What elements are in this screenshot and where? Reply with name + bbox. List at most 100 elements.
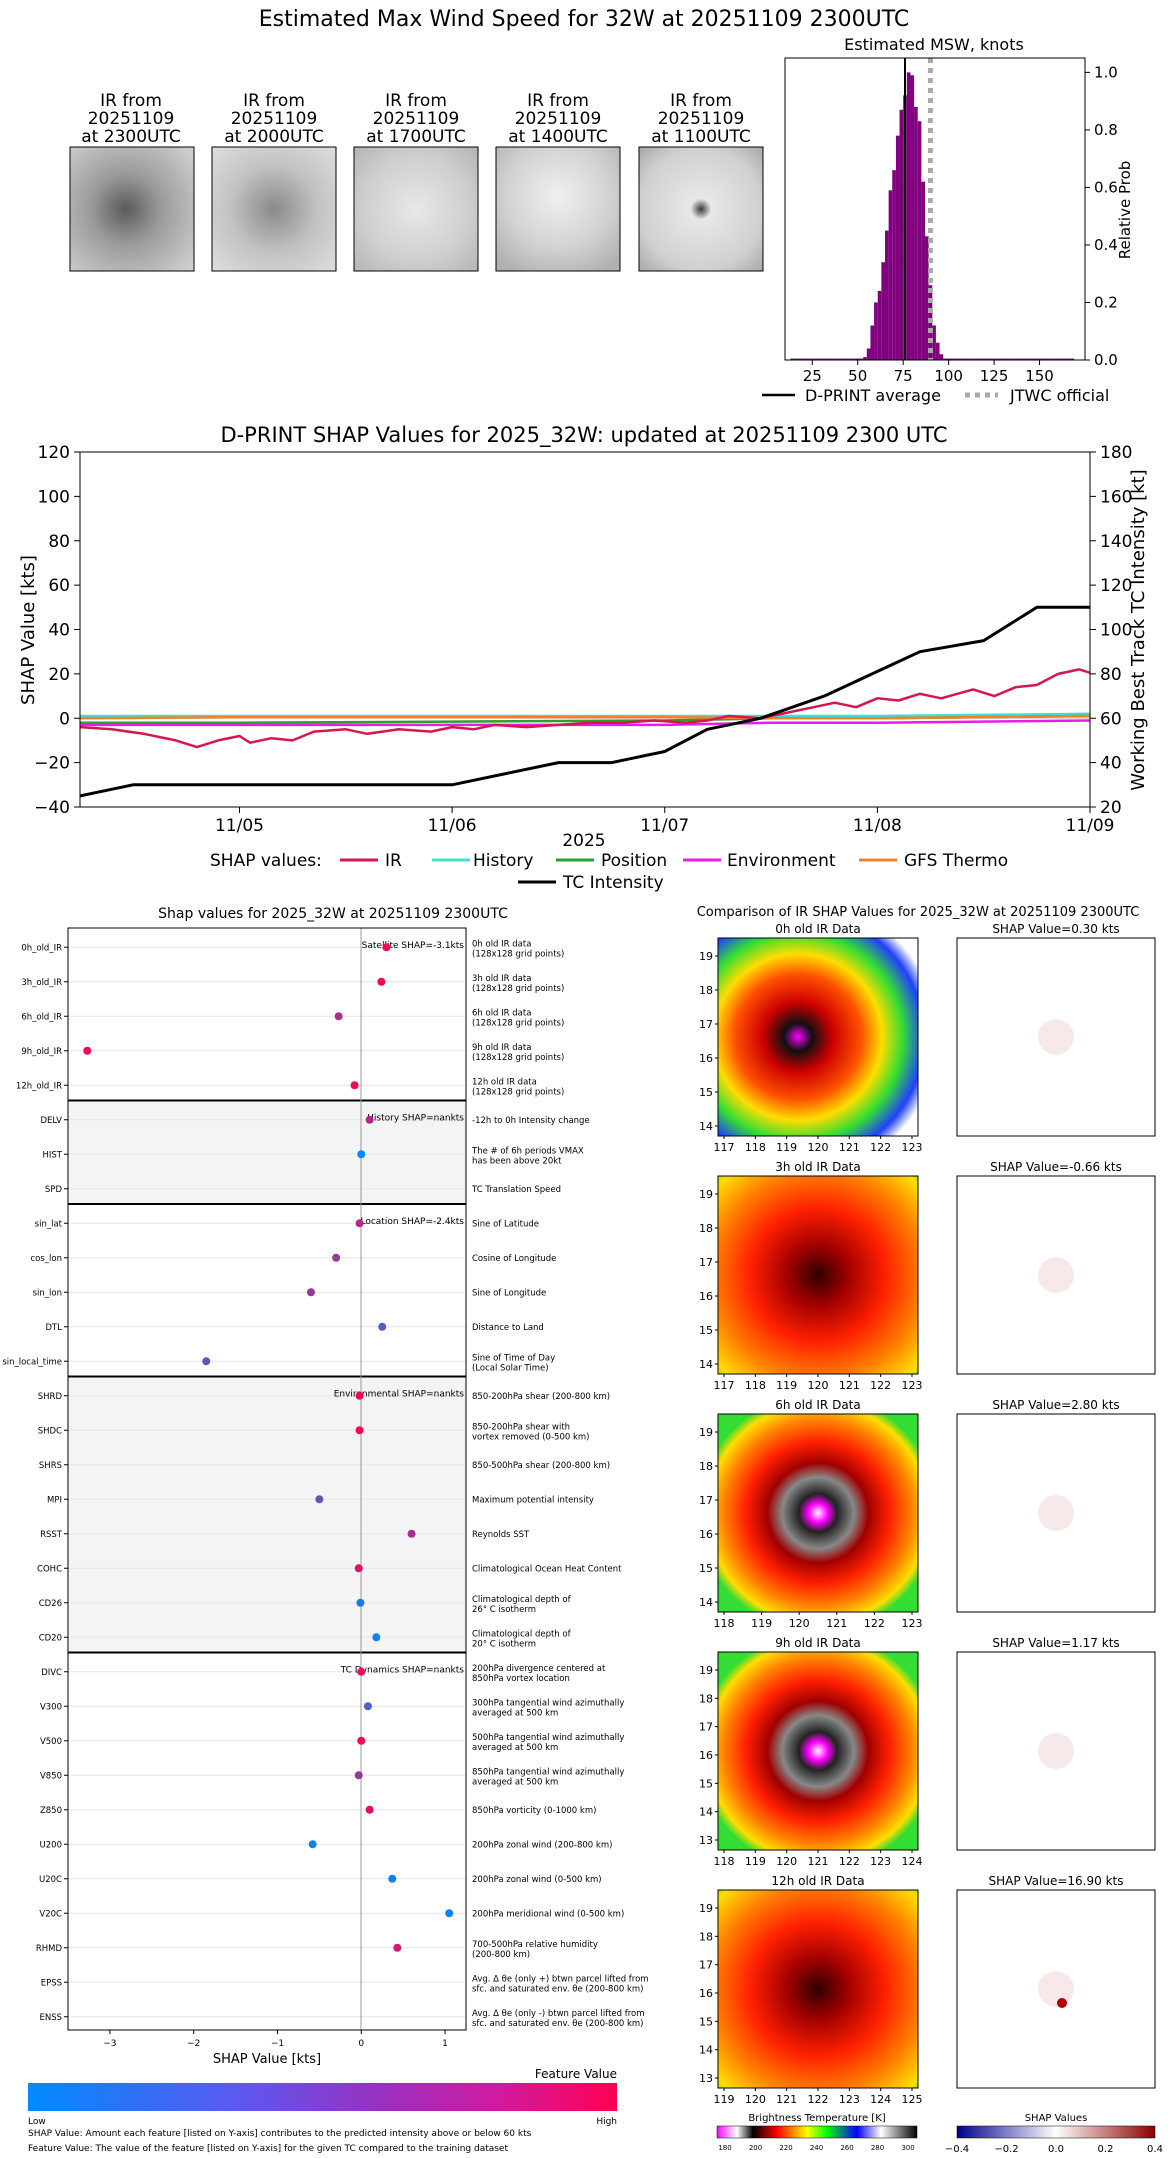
- line-y2tick-label: 80: [1100, 665, 1122, 685]
- shap-panel-blob: [1038, 1257, 1074, 1293]
- hist-bar: [921, 181, 925, 360]
- ir-thumb-title-line1: IR from: [527, 91, 589, 111]
- hist-bar: [1055, 358, 1060, 360]
- ir-ytick-label: 18: [699, 984, 713, 997]
- legend-prefix: SHAP values:: [210, 851, 322, 871]
- hist-bar: [935, 342, 940, 360]
- feat-xtick-label: 0: [358, 2039, 364, 2049]
- ir-thumb-image: [638, 146, 764, 272]
- hist-bar: [1063, 358, 1067, 360]
- feat-name-label: V300: [40, 1702, 62, 1712]
- ir-thumb-title-line2: 20251109: [88, 109, 175, 129]
- hist-ytick-label: 0.8: [1094, 121, 1118, 139]
- feat-name-label: DIVC: [41, 1668, 62, 1678]
- hist-bar: [877, 290, 882, 360]
- feat-name-label: HIST: [43, 1150, 63, 1160]
- hist-bar: [910, 75, 915, 360]
- feat-shap-point: [382, 943, 391, 952]
- line-y2tick-label: 180: [1100, 443, 1132, 463]
- comp-row: 3h old IR Data SHAP Value=-0.66 kts 19 18 17…: [699, 1160, 1156, 1392]
- ir-thumb-title-line3: at 2000UTC: [224, 127, 323, 147]
- feat-shap-point: [407, 1529, 416, 1538]
- feat-desc-line2: (128x128 grid points): [472, 949, 564, 959]
- hist-ytick-label: 0.0: [1094, 351, 1118, 369]
- bt-tick-label: 300: [901, 2144, 914, 2152]
- feat-name-label: CD26: [39, 1599, 62, 1609]
- hist-bar: [881, 262, 885, 360]
- msw-histogram: Estimated MSW, knots Relative Prob 25 50 7…: [762, 35, 1134, 405]
- ir-ytick-label: 19: [699, 1188, 713, 1201]
- line-ytick-label: 120: [38, 443, 70, 463]
- ir-ytick-label: 14: [699, 1596, 713, 1609]
- feat-name-label: 6h_old_IR: [21, 1012, 62, 1022]
- hist-bar: [939, 354, 944, 360]
- feat-group-label: Environmental SHAP=nankts: [334, 1390, 465, 1400]
- feat-shap-point: [354, 1564, 363, 1573]
- ir-xtick-label: 123: [902, 1617, 923, 1630]
- footnote-2: Feature Value: The value of the feature …: [28, 2144, 508, 2154]
- ir-xtick-label: 123: [839, 2093, 860, 2106]
- bt-tick-label: 200: [749, 2144, 762, 2152]
- shap-panel-blob: [1038, 1971, 1074, 2007]
- shap-panel-title: SHAP Value=0.30 kts: [992, 922, 1119, 936]
- hist-bar: [1070, 358, 1075, 360]
- comp-rows: 0h old IR Data SHAP Value=0.30 kts1918171…: [699, 922, 1156, 2106]
- line-xtick-label: 11/05: [215, 816, 264, 836]
- hist-bar: [895, 135, 900, 360]
- hist-bar: [979, 358, 984, 360]
- feat-desc-line1: 12h old IR data: [472, 1077, 537, 1087]
- feat-axes-frame: [67, 927, 467, 2031]
- feat-desc-line1: Sine of Latitude: [472, 1219, 539, 1229]
- line-xtick-label: 11/06: [428, 816, 477, 836]
- hist-bar: [1037, 358, 1042, 360]
- feat-desc-line2: sfc. and saturated env. θe (200-800 km): [472, 2019, 644, 2029]
- sv-tick-label: 0.2: [1098, 2144, 1114, 2155]
- hist-ytick-label: 0.4: [1094, 236, 1118, 254]
- ir-xtick-label: 124: [902, 1855, 923, 1868]
- ir-thumb-title-line1: IR from: [243, 91, 305, 111]
- ir-ytick-label: 17: [699, 1494, 713, 1507]
- hist-bar: [1015, 358, 1020, 360]
- ir-ytick-label: 18: [699, 1692, 713, 1705]
- ir-ytick-label: 19: [699, 1902, 713, 1915]
- colorbar-title: Feature Value: [535, 2067, 617, 2081]
- bt-colorbar: Brightness Temperature [K] 180 200 220 240 2…: [716, 2113, 918, 2152]
- feat-shap-point: [355, 1219, 364, 1228]
- feat-desc-line2: (200-800 km): [472, 1950, 530, 1960]
- feat-shap-point: [357, 1150, 366, 1159]
- feat-desc-line1: Climatological Ocean Heat Content: [472, 1564, 622, 1574]
- hist-bar: [925, 236, 929, 360]
- ir-ytick-label: 18: [699, 1930, 713, 1943]
- shap-panel-image: [956, 1651, 1156, 1851]
- ir-xtick-label: 122: [864, 1617, 885, 1630]
- feat-group-shades: [68, 1100, 466, 1653]
- ir-thumb-title-line3: at 1700UTC: [366, 127, 465, 147]
- hist-bar: [852, 358, 856, 360]
- ir-panel-image: [717, 1175, 919, 1375]
- feat-xtick-label: −3: [103, 2039, 116, 2049]
- feat-xticks: −3 −2 −1 0 1: [103, 2030, 448, 2049]
- feat-desc-line1: 3h old IR data: [472, 974, 531, 984]
- ir-xtick-label: 125: [902, 2093, 923, 2106]
- feat-shap-point: [306, 1288, 315, 1297]
- line-ylabel: SHAP Value [kts]: [18, 555, 39, 705]
- bt-tick-label: 260: [840, 2144, 853, 2152]
- ir-xtick-label: 123: [870, 1855, 891, 1868]
- ir-thumb-title-line3: at 1400UTC: [508, 127, 607, 147]
- feature-value-colorbar: Feature Value Low High: [28, 2067, 617, 2127]
- feat-desc-line1: 6h old IR data: [472, 1008, 531, 1018]
- ir-thumb-title-line3: at 2300UTC: [81, 127, 180, 147]
- feat-shap-point: [393, 1943, 402, 1952]
- hist-bar: [1005, 358, 1009, 360]
- feat-desc-line1: Cosine of Longitude: [472, 1254, 556, 1264]
- feat-name-label: RHMD: [36, 1944, 63, 1954]
- feat-name-label: sin_local_time: [2, 1357, 62, 1367]
- feat-shap-point: [355, 1391, 364, 1400]
- ir-xtick-label: 123: [902, 1379, 923, 1392]
- legend-history-label: History: [473, 851, 533, 871]
- ir-thumb-2: IR from 20251109 at 1700UTC: [353, 91, 479, 272]
- feat-desc-line1: 200hPa divergence centered at: [472, 1664, 606, 1674]
- comp-row: 6h old IR Data SHAP Value=2.80 kts 19 18 17 1…: [699, 1398, 1156, 1630]
- ir-thumb-title-line2: 20251109: [231, 109, 318, 129]
- bt-colorbar-title: Brightness Temperature [K]: [748, 2113, 885, 2124]
